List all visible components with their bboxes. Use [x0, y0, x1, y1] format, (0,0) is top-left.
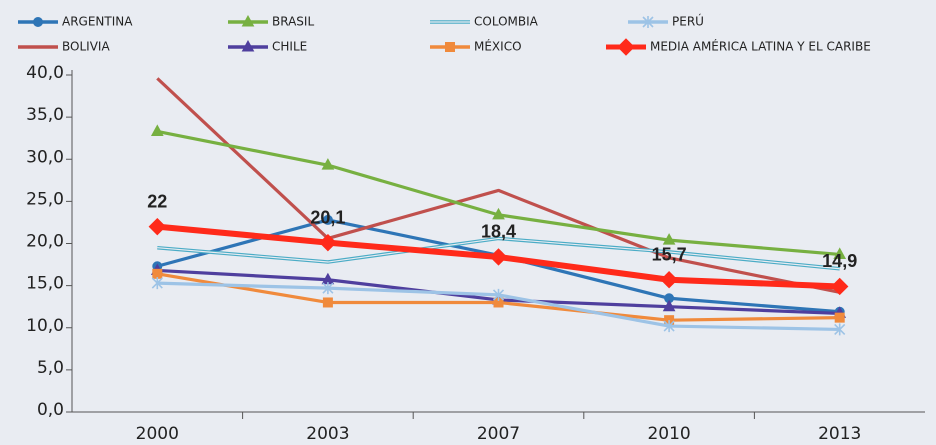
point [662, 233, 676, 245]
legend-marker [241, 14, 255, 27]
point [492, 207, 505, 220]
legend-label: BRASIL [272, 15, 314, 29]
point [660, 271, 678, 289]
point [148, 217, 167, 236]
point [834, 323, 846, 336]
data-label: 20,1 [310, 207, 345, 227]
point [152, 268, 163, 279]
data-label: 22 [147, 191, 167, 211]
y-tick-label: 10,0 [26, 316, 64, 336]
data-label: 14,9 [822, 251, 857, 271]
x-tick-label: 2010 [647, 424, 690, 444]
x-tick-label: 2003 [306, 424, 349, 444]
x-tick-label: 2000 [136, 424, 179, 444]
point [830, 277, 849, 296]
legend-marker [445, 42, 455, 52]
y-tick-label: 35,0 [26, 105, 64, 125]
y-tick-label: 30,0 [26, 147, 64, 167]
point [834, 312, 845, 323]
legend-marker [617, 38, 635, 56]
point [319, 233, 337, 252]
legend-label: COLOMBIA [474, 15, 539, 29]
point [322, 214, 333, 225]
point [489, 248, 508, 266]
point [322, 297, 333, 308]
point [150, 124, 164, 136]
y-tick-label: 40,0 [26, 63, 64, 83]
series-line-inner [157, 237, 840, 270]
y-tick-label: 25,0 [26, 189, 64, 209]
y-tick-label: 5,0 [37, 358, 64, 378]
legend-label: CHILE [272, 40, 307, 54]
data-label: 18,4 [481, 222, 516, 242]
legend-label: PERÚ [672, 14, 704, 29]
y-tick-label: 0,0 [37, 400, 64, 420]
legend-marker [642, 16, 654, 28]
legend-marker [241, 39, 255, 52]
x-tick-label: 2013 [818, 424, 861, 444]
legend-label: MÉXICO [474, 39, 522, 54]
y-tick-label: 20,0 [26, 232, 64, 252]
point [492, 288, 505, 301]
point [663, 320, 675, 333]
legend-label: BOLIVIA [62, 40, 110, 54]
point [662, 299, 676, 312]
x-tick-label: 2007 [477, 424, 520, 444]
y-tick-label: 15,0 [26, 274, 64, 294]
point [321, 158, 335, 170]
point [322, 282, 334, 295]
legend-marker [33, 17, 43, 27]
legend-label: ARGENTINA [62, 15, 133, 29]
point [151, 277, 163, 290]
legend-label: MEDIA AMÉRICA LATINA Y EL CARIBE [650, 39, 871, 54]
point [833, 247, 847, 259]
data-label: 15,7 [652, 244, 687, 264]
series-line [156, 77, 841, 294]
